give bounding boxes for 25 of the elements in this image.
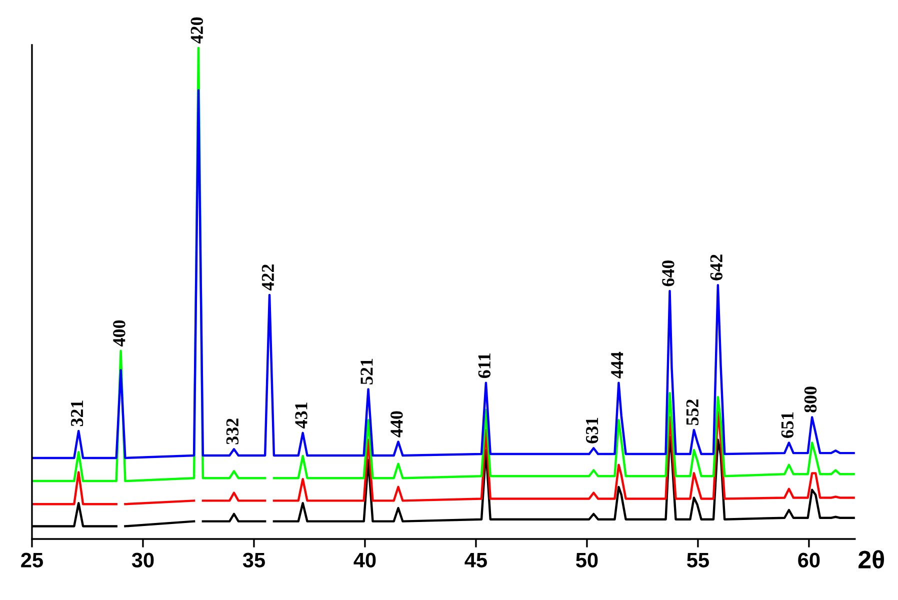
annotation: 440	[390, 411, 403, 438]
annotation: 332	[226, 418, 238, 444]
annotation: 611	[478, 354, 490, 378]
annotation: 422	[262, 264, 274, 291]
x-tick-label: 60	[798, 552, 820, 568]
annotation: 640	[662, 260, 674, 286]
x-tick-label: 35	[242, 552, 265, 568]
annotation: 431	[295, 402, 308, 428]
annotation: 321	[70, 400, 84, 426]
annotation: 521	[360, 358, 373, 384]
x-axis-title: 2θ	[858, 550, 884, 568]
annotation: 552	[686, 399, 698, 426]
annotation: 444	[611, 352, 624, 378]
annotation: 651	[781, 412, 794, 438]
annotation: 420	[190, 17, 203, 44]
x-tick-label: 50	[576, 552, 598, 568]
annotation: 800	[804, 386, 817, 412]
x-tick-label: 30	[132, 552, 154, 568]
x-tick-label: 40	[354, 552, 376, 568]
x-tick-label: 25	[21, 552, 43, 568]
x-tick-label: 55	[687, 552, 709, 568]
annotation: 631	[586, 418, 598, 444]
x-tick-label: 45	[464, 552, 487, 568]
annotation: 400	[113, 320, 126, 346]
annotation: 642	[710, 254, 722, 280]
